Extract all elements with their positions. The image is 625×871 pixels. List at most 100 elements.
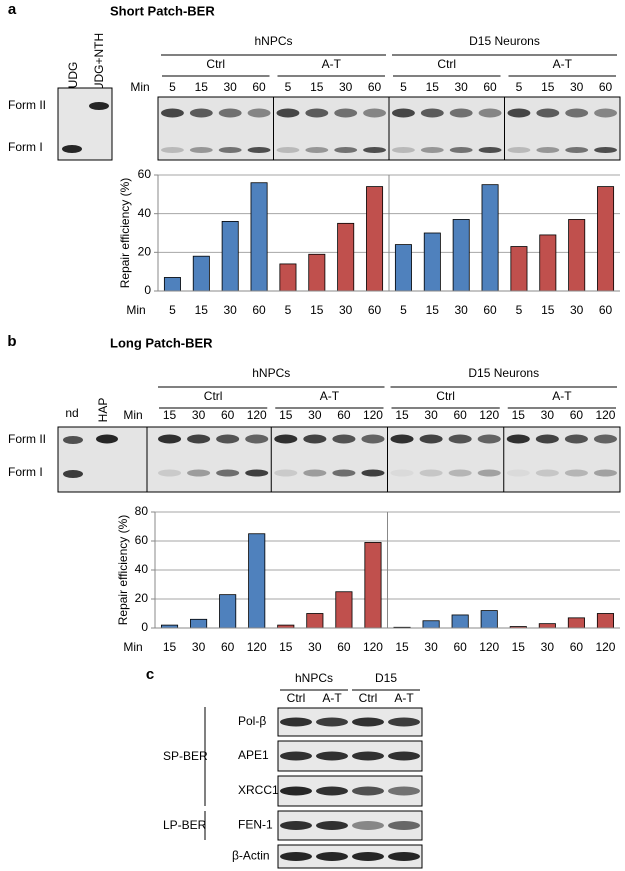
x-tick-label: 60	[599, 303, 613, 317]
subgroup-label: Ctrl	[206, 57, 225, 71]
subgroup-label: Ctrl	[436, 389, 455, 403]
gel-band	[392, 108, 415, 118]
time-label: 5	[516, 80, 523, 94]
panel-label: a	[8, 1, 17, 18]
gel-band	[536, 108, 560, 118]
panel-title: Short Patch-BER	[110, 3, 215, 18]
min-label: Min	[123, 408, 142, 422]
gel-band	[89, 102, 109, 110]
y-tick-label: 40	[138, 206, 152, 220]
bar	[394, 244, 412, 292]
protein-label: FEN-1	[238, 818, 273, 832]
x-tick-label: 120	[595, 640, 615, 654]
x-tick-label: 60	[337, 640, 351, 654]
gel-band	[63, 436, 83, 444]
subgroup-label: A-T	[394, 691, 414, 705]
x-tick-label: 30	[541, 640, 555, 654]
gel-band	[419, 434, 443, 444]
protein-label: β-Actin	[232, 849, 270, 863]
gel-band	[352, 852, 384, 861]
gel-band	[187, 469, 211, 477]
gel-band	[316, 852, 348, 861]
gel-band	[216, 469, 240, 477]
gel-band	[280, 852, 312, 861]
y-tick-label: 60	[135, 533, 149, 547]
time-label: 30	[224, 80, 238, 94]
gel-band	[565, 147, 589, 153]
time-label: 30	[570, 80, 584, 94]
gel-band	[274, 434, 298, 444]
time-label: 30	[455, 80, 469, 94]
time-label: 120	[247, 408, 267, 422]
gel-band	[361, 434, 385, 444]
group-label: D15 Neurons	[468, 366, 539, 380]
gel-band	[245, 469, 269, 477]
protein-label: APE1	[238, 748, 269, 762]
time-label: 60	[252, 80, 266, 94]
x-tick-label: 60	[483, 303, 497, 317]
gel-band	[332, 434, 356, 444]
group-label: D15	[375, 671, 397, 685]
gel-band	[363, 147, 386, 153]
gel-band	[593, 434, 617, 444]
gel-band	[506, 469, 530, 477]
y-tick-label: 0	[141, 620, 148, 634]
y-tick-label: 20	[135, 591, 149, 605]
gel-band	[564, 434, 588, 444]
bar	[163, 277, 181, 292]
group-label: D15 Neurons	[469, 34, 540, 48]
gel-band	[593, 469, 617, 477]
gel-band	[276, 147, 300, 153]
gel-band	[390, 434, 414, 444]
y-axis-label: Repair efficiency (%)	[116, 515, 130, 625]
group-label: hNPCs	[295, 671, 333, 685]
bar	[190, 618, 208, 629]
subgroup-label: A-T	[322, 57, 342, 71]
x-tick-label: 120	[247, 640, 267, 654]
bar	[538, 623, 556, 629]
group-label: hNPCs	[254, 34, 292, 48]
x-tick-label: 30	[339, 303, 353, 317]
x-tick-label: 120	[479, 640, 499, 654]
bar	[248, 533, 266, 629]
gel-band	[388, 786, 420, 796]
time-label: 30	[192, 408, 206, 422]
gel-band	[392, 147, 415, 153]
gel-band	[535, 434, 559, 444]
x-tick-label: 15	[163, 640, 177, 654]
gel-band	[334, 147, 358, 153]
time-label: 15	[195, 80, 209, 94]
gel-band	[218, 108, 242, 118]
lane-label: UDG+NTH	[92, 33, 106, 91]
bar	[510, 246, 528, 292]
subgroup-label: A-T	[553, 57, 573, 71]
x-axis-label: Min	[126, 303, 145, 317]
time-label: 60	[221, 408, 235, 422]
protein-label: XRCC1	[238, 783, 279, 797]
gel-band	[477, 434, 501, 444]
bar	[250, 182, 268, 292]
gel-band	[564, 469, 588, 477]
gel-band	[363, 108, 386, 118]
lane-label: UDG	[66, 62, 80, 89]
bar	[596, 613, 615, 629]
gel-band	[507, 108, 531, 118]
time-label: 120	[363, 408, 383, 422]
gel-band	[420, 147, 444, 153]
gel-band	[506, 434, 530, 444]
gel-band	[352, 751, 384, 761]
x-tick-label: 15	[426, 303, 440, 317]
bar	[335, 591, 353, 629]
gel-band	[478, 108, 502, 118]
panel-title: Long Patch-BER	[110, 335, 213, 350]
gel-band	[535, 469, 559, 477]
time-label: 120	[479, 408, 499, 422]
time-label: 15	[512, 408, 526, 422]
gel-band	[158, 434, 182, 444]
gel-band	[63, 470, 83, 478]
time-label: 120	[595, 408, 615, 422]
x-tick-label: 60	[570, 640, 584, 654]
gel-band	[161, 108, 184, 118]
min-label: Min	[130, 80, 149, 94]
time-label: 60	[570, 408, 584, 422]
